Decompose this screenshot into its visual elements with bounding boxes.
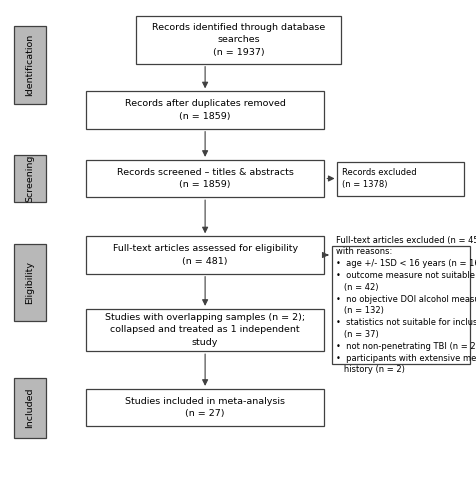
FancyBboxPatch shape [14, 155, 46, 202]
Text: Records excluded
(n = 1378): Records excluded (n = 1378) [341, 168, 416, 189]
FancyBboxPatch shape [86, 389, 324, 426]
Text: Studies included in meta-analysis
(n = 27): Studies included in meta-analysis (n = 2… [125, 397, 285, 418]
Text: Included: Included [26, 387, 34, 428]
FancyBboxPatch shape [14, 26, 46, 104]
FancyBboxPatch shape [14, 378, 46, 438]
Text: Studies with overlapping samples (n = 2);
collapsed and treated as 1 independent: Studies with overlapping samples (n = 2)… [105, 314, 305, 346]
FancyBboxPatch shape [86, 308, 324, 351]
Text: Records after duplicates removed
(n = 1859): Records after duplicates removed (n = 18… [124, 100, 285, 120]
FancyBboxPatch shape [86, 236, 324, 274]
Text: Eligibility: Eligibility [26, 261, 34, 304]
FancyBboxPatch shape [86, 91, 324, 128]
FancyBboxPatch shape [331, 246, 469, 364]
FancyBboxPatch shape [136, 16, 340, 64]
FancyBboxPatch shape [337, 162, 463, 196]
FancyBboxPatch shape [86, 160, 324, 197]
Text: Full-text articles assessed for eligibility
(n = 481): Full-text articles assessed for eligibil… [112, 244, 297, 266]
Text: Records screened – titles & abstracts
(n = 1859): Records screened – titles & abstracts (n… [117, 168, 293, 189]
Text: Identification: Identification [26, 34, 34, 96]
Text: Full-text articles excluded (n = 453),
with reasons:
•  age +/- 1SD < 16 years (: Full-text articles excluded (n = 453), w… [336, 236, 476, 374]
Text: Screening: Screening [26, 155, 34, 202]
FancyBboxPatch shape [14, 244, 46, 322]
Text: Records identified through database
searches
(n = 1937): Records identified through database sear… [151, 24, 325, 56]
